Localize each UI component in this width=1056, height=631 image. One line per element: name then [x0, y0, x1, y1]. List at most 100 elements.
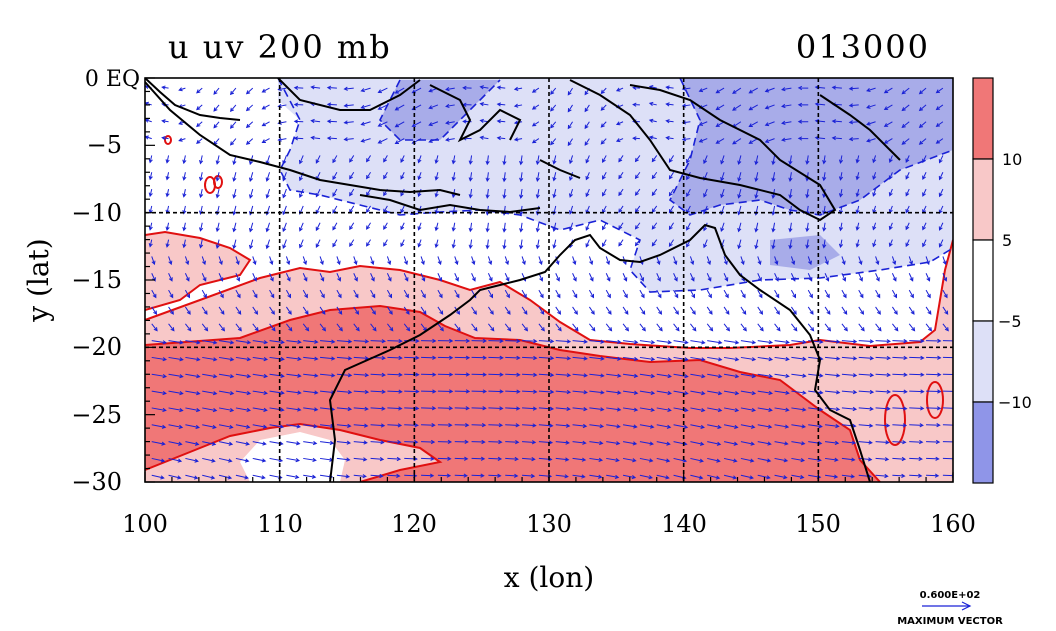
wind-vector	[774, 340, 790, 345]
wind-vector	[774, 273, 779, 282]
wind-vector	[831, 85, 842, 90]
wind-vector	[218, 356, 235, 362]
wind-vector	[370, 440, 385, 445]
wind-vector	[618, 205, 624, 213]
wind-vector	[531, 87, 540, 93]
wind-vector	[757, 289, 763, 299]
wind-vector	[522, 457, 536, 462]
wind-vector	[168, 407, 184, 413]
wind-vector	[841, 457, 856, 462]
wind-vector	[764, 121, 775, 127]
wind-vector	[232, 188, 237, 199]
wind-vector	[555, 256, 560, 266]
wind-vector	[740, 373, 757, 379]
wind-vector	[293, 119, 304, 124]
y-tick-label: −30	[71, 468, 122, 496]
wind-vector	[824, 306, 831, 315]
wind-vector	[606, 441, 621, 446]
wind-vector	[199, 188, 204, 199]
wind-vector	[168, 323, 175, 332]
wind-vector	[293, 102, 304, 107]
wind-vector	[265, 188, 271, 199]
wind-vector	[698, 138, 708, 143]
wind-vector	[938, 188, 944, 198]
colorbar-label: 10	[1002, 150, 1022, 169]
wind-vector	[925, 256, 930, 266]
wind-vector	[468, 155, 473, 165]
wind-vector	[504, 323, 512, 332]
wind-vector	[634, 188, 641, 196]
wind-vector	[740, 289, 746, 299]
wind-vector	[707, 407, 723, 413]
wind-vector	[235, 457, 250, 463]
wind-vector	[706, 323, 714, 332]
wind-vector	[522, 406, 538, 411]
wind-vector	[841, 289, 847, 299]
wind-vector	[485, 222, 490, 233]
wind-vector	[218, 373, 235, 379]
wind-vector	[656, 441, 671, 446]
wind-vector	[202, 424, 217, 430]
wind-vector	[757, 424, 773, 429]
wind-vector	[807, 289, 813, 299]
wind-vector	[485, 239, 490, 250]
wind-vector	[196, 121, 203, 128]
wind-vector	[805, 222, 810, 233]
wind-vector	[487, 256, 493, 266]
wind-vector	[918, 121, 927, 129]
wind-vector	[825, 339, 841, 344]
wind-vector	[336, 373, 353, 378]
wind-vector	[634, 239, 641, 247]
wind-vector	[689, 273, 695, 282]
wind-vector	[841, 323, 848, 332]
wind-vector	[434, 155, 439, 164]
wind-vector	[942, 289, 948, 299]
wind-vector	[235, 340, 252, 345]
wind-vector	[303, 339, 319, 344]
wind-vector	[201, 289, 207, 299]
wind-vector	[858, 306, 865, 315]
wind-vector	[505, 456, 519, 462]
wind-vector	[552, 222, 557, 233]
wind-vector	[235, 441, 250, 446]
wind-vector	[353, 457, 368, 462]
wind-vector	[905, 205, 910, 214]
wind-vector	[908, 273, 914, 282]
wind-vector	[454, 372, 471, 377]
wind-vector	[909, 456, 923, 462]
wind-vector	[269, 356, 285, 362]
wind-vector	[858, 406, 874, 411]
wind-vector	[639, 373, 656, 379]
wind-vector	[600, 104, 607, 111]
wind-vector	[584, 104, 590, 113]
wind-vector	[855, 239, 860, 248]
wind-vector	[252, 323, 259, 332]
wind-vector	[202, 340, 218, 345]
wind-vector	[883, 104, 893, 111]
wind-vector	[353, 289, 359, 299]
wind-vector	[377, 121, 388, 127]
wind-vector	[942, 356, 953, 359]
x-tick-label: 120	[391, 510, 437, 538]
wind-vector	[791, 407, 807, 412]
wind-vector	[618, 171, 624, 180]
wind-vector	[602, 239, 607, 248]
wind-vector	[615, 138, 624, 143]
wind-vector	[805, 189, 810, 199]
wind-vector	[488, 389, 504, 394]
wind-vector	[201, 306, 208, 315]
wind-vector	[720, 155, 725, 165]
wind-vector	[298, 222, 304, 232]
wind-vector	[218, 441, 234, 446]
wind-vector	[538, 389, 555, 395]
wind-vector	[589, 356, 605, 361]
australia-coast	[328, 223, 871, 482]
plot-title: u uv 200 mb	[168, 28, 392, 66]
wind-vector	[165, 222, 170, 232]
wind-vector	[555, 440, 570, 445]
wind-vector	[901, 87, 910, 95]
wind-vector	[942, 407, 953, 409]
wind-vector	[905, 188, 910, 197]
wind-vector	[814, 102, 826, 107]
wind-vector	[875, 339, 891, 344]
